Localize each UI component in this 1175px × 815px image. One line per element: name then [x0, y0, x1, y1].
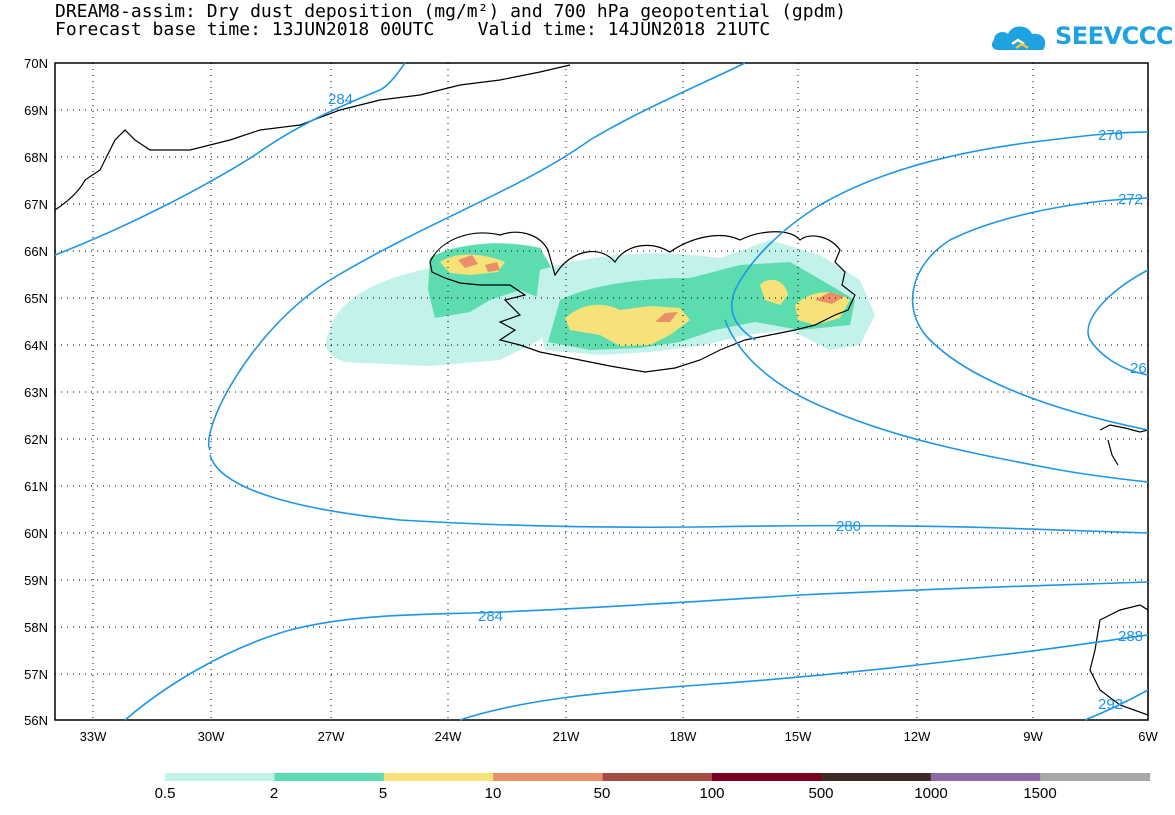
legend-label: 0.5 [155, 785, 176, 802]
lat-label: 69N [24, 103, 48, 118]
contour-label: 276 [1098, 127, 1123, 144]
lat-label: 63N [24, 385, 48, 400]
cloud-icon [991, 26, 1046, 50]
legend-label: 1500 [1023, 785, 1056, 802]
legend-swatch [602, 773, 713, 781]
lat-label: 58N [24, 620, 48, 635]
legend-label: 10 [485, 785, 502, 802]
logo-text: SEEVCCC [1055, 22, 1174, 50]
longitude-labels: 33W 30W 27W 24W 21W 18W 15W 12W 9W 6W [80, 729, 1159, 744]
contour-label: 284 [328, 91, 353, 108]
legend-swatch [1040, 773, 1151, 781]
legend-swatch [930, 773, 1041, 781]
legend-swatch [821, 773, 932, 781]
contour-label: 26 [1130, 360, 1147, 377]
coastline [54, 64, 1149, 716]
lon-label: 9W [1023, 729, 1043, 744]
legend-swatch [493, 773, 604, 781]
contour-label: 272 [1118, 191, 1143, 208]
dust-shading [325, 240, 875, 366]
lat-label: 59N [24, 573, 48, 588]
lat-label: 60N [24, 526, 48, 541]
lat-label: 64N [24, 338, 48, 353]
legend-label: 5 [379, 785, 387, 802]
lat-label: 67N [24, 197, 48, 212]
contour-labels: 284 276 272 26 280 284 288 292 [328, 91, 1147, 713]
lon-label: 18W [670, 729, 697, 744]
legend-swatch [383, 773, 494, 781]
lat-label: 56N [24, 713, 48, 728]
lat-label: 65N [24, 291, 48, 306]
legend-label: 50 [594, 785, 611, 802]
title-line-2: Forecast base time: 13JUN2018 00UTC Vali… [55, 19, 771, 40]
latitude-labels: 70N 69N 68N 67N 66N 65N 64N 63N 62N 61N … [24, 56, 48, 728]
lat-label: 62N [24, 432, 48, 447]
contour-label: 292 [1098, 696, 1123, 713]
contour-label: 280 [836, 518, 861, 535]
legend-label: 2 [270, 785, 278, 802]
title-line-1: DREAM8-assim: Dry dust deposition (mg/m²… [55, 1, 847, 22]
graticule [55, 63, 1148, 720]
lon-label: 33W [80, 729, 107, 744]
lon-label: 27W [318, 729, 345, 744]
legend-swatch [165, 773, 275, 781]
lat-label: 70N [24, 56, 48, 71]
legend-swatch [274, 773, 385, 781]
legend-colorbar [165, 773, 1151, 781]
lon-label: 15W [785, 729, 812, 744]
lat-label: 61N [24, 479, 48, 494]
legend-swatch [712, 773, 822, 781]
lon-label: 24W [435, 729, 462, 744]
lon-label: 6W [1138, 729, 1158, 744]
legend-label: 1000 [914, 785, 947, 802]
legend-labels: 0.5 2 5 10 50 100 500 1000 1500 [155, 785, 1057, 802]
lon-label: 12W [904, 729, 931, 744]
lat-label: 68N [24, 150, 48, 165]
legend-label: 500 [808, 785, 833, 802]
geopotential-contours [54, 62, 1149, 721]
contour-label: 288 [1118, 628, 1143, 645]
lon-label: 21W [553, 729, 580, 744]
lat-label: 57N [24, 667, 48, 682]
contour-label: 284 [478, 608, 503, 625]
lon-label: 30W [198, 729, 225, 744]
legend-label: 100 [699, 785, 724, 802]
lat-label: 66N [24, 244, 48, 259]
